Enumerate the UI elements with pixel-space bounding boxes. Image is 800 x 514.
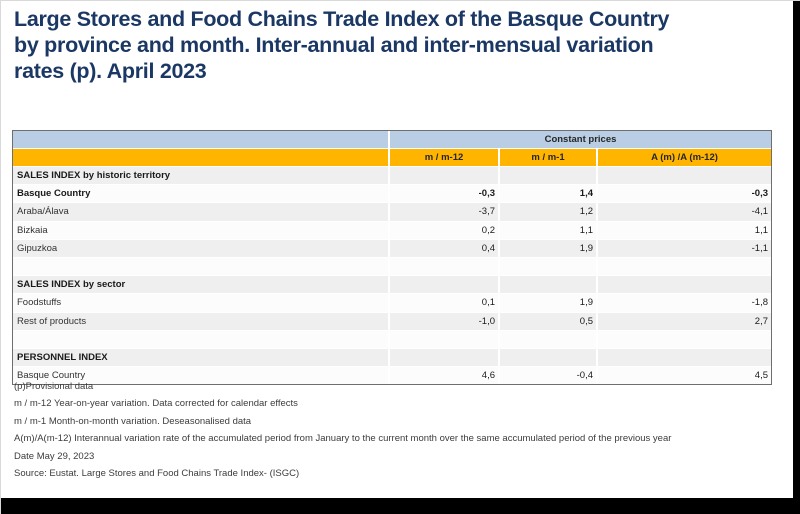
value-cell: -0,3 xyxy=(388,185,498,203)
title-line-3: rates (p). April 2023 xyxy=(14,59,207,83)
spacer-row xyxy=(13,256,771,276)
column-header-row: m / m-12 m / m-1 A (m) /A (m-12) xyxy=(13,148,771,166)
value-cell: 1,4 xyxy=(498,185,596,203)
section-header-row: PERSONNEL INDEX xyxy=(13,347,771,367)
value-cell: 0,5 xyxy=(498,312,596,330)
title-line-1: Large Stores and Food Chains Trade Index… xyxy=(14,7,670,31)
value-cell xyxy=(596,167,771,185)
value-cell xyxy=(498,167,596,185)
column-header-spacer-cell xyxy=(13,149,388,166)
value-cell: 0,1 xyxy=(388,294,498,312)
value-cell xyxy=(388,348,498,367)
value-cell: -4,1 xyxy=(596,203,771,221)
value-cell: 1,9 xyxy=(498,239,596,257)
value-cell xyxy=(388,330,498,348)
table-row: Basque Country -0,3 1,4 -0,3 xyxy=(13,184,771,203)
row-label: Bizkaia xyxy=(13,221,388,239)
footnote-date: Date May 29, 2023 xyxy=(14,450,95,462)
value-cell xyxy=(388,167,498,185)
value-cell xyxy=(498,348,596,367)
row-label: Araba/Álava xyxy=(13,203,388,221)
table-body: SALES INDEX by historic territory Basque … xyxy=(13,166,771,385)
value-cell: 1,1 xyxy=(596,221,771,239)
value-cell: 4,6 xyxy=(388,367,498,385)
value-cell: -0,4 xyxy=(498,367,596,385)
value-cell xyxy=(596,257,771,276)
footnote-accumulated: A(m)/A(m-12) Interannual variation rate … xyxy=(14,433,672,445)
column-header-m-m12: m / m-12 xyxy=(388,149,498,166)
row-label: Gipuzkoa xyxy=(13,239,388,257)
value-cell: 1,1 xyxy=(498,221,596,239)
table-row: Rest of products -1,0 0,5 2,7 xyxy=(13,311,771,330)
value-cell: 2,7 xyxy=(596,312,771,330)
row-label: SALES INDEX by sector xyxy=(13,276,388,294)
value-cell: -1,0 xyxy=(388,312,498,330)
value-cell: -3,7 xyxy=(388,203,498,221)
column-header-accumulated: A (m) /A (m-12) xyxy=(596,149,771,166)
title-line-2: by province and month. Inter-annual and … xyxy=(14,33,654,57)
section-header-row: SALES INDEX by historic territory xyxy=(13,166,771,185)
value-cell: 1,9 xyxy=(498,294,596,312)
footnote-source: Source: Eustat. Large Stores and Food Ch… xyxy=(14,468,300,480)
value-cell: 0,2 xyxy=(388,221,498,239)
column-header-m-m1: m / m-1 xyxy=(498,149,596,166)
row-label: SALES INDEX by historic territory xyxy=(13,167,388,185)
footnote-provisional: (p)Provisional data xyxy=(14,381,94,392)
value-cell xyxy=(388,276,498,294)
value-cell xyxy=(596,330,771,348)
value-cell: -0,3 xyxy=(596,185,771,203)
row-label xyxy=(13,257,388,276)
group-header-label: Constant prices xyxy=(388,131,771,148)
spacer-row xyxy=(13,329,771,348)
footnotes: (p)Provisional data m / m-12 Year-on-yea… xyxy=(14,378,774,482)
value-cell xyxy=(498,330,596,348)
value-cell: 1,2 xyxy=(498,203,596,221)
table-row: Bizkaia 0,2 1,1 1,1 xyxy=(13,220,771,239)
table-row: Araba/Álava -3,7 1,2 -4,1 xyxy=(13,202,771,221)
value-cell xyxy=(596,348,771,367)
value-cell: 0,4 xyxy=(388,239,498,257)
page-title: Large Stores and Food Chains Trade Index… xyxy=(14,6,669,84)
value-cell xyxy=(388,257,498,276)
value-cell: -1,8 xyxy=(596,294,771,312)
value-cell: -1,1 xyxy=(596,239,771,257)
value-cell xyxy=(498,276,596,294)
row-label: PERSONNEL INDEX xyxy=(13,348,388,367)
page-edge-bottom xyxy=(1,498,800,514)
footnote-m-m12: m / m-12 Year-on-year variation. Data co… xyxy=(14,398,298,410)
page-edge-right xyxy=(793,1,800,514)
table-row: Gipuzkoa 0,4 1,9 -1,1 xyxy=(13,238,771,257)
value-cell xyxy=(498,257,596,276)
row-label: Basque Country xyxy=(13,367,388,385)
group-header-row: Constant prices xyxy=(13,131,771,148)
row-label xyxy=(13,330,388,348)
section-header-row: SALES INDEX by sector xyxy=(13,275,771,294)
row-label: Basque Country xyxy=(13,185,388,203)
group-header-spacer-cell xyxy=(13,131,388,148)
row-label: Foodstuffs xyxy=(13,294,388,312)
trade-index-table: Constant prices m / m-12 m / m-1 A (m) /… xyxy=(12,130,772,386)
value-cell xyxy=(596,276,771,294)
table-row: Basque Country 4,6 -0,4 4,5 xyxy=(13,366,771,385)
row-label: Rest of products xyxy=(13,312,388,330)
table-row: Foodstuffs 0,1 1,9 -1,8 xyxy=(13,293,771,312)
footnote-m-m1: m / m-1 Month-on-month variation. Deseas… xyxy=(14,415,252,427)
value-cell: 4,5 xyxy=(596,367,771,385)
